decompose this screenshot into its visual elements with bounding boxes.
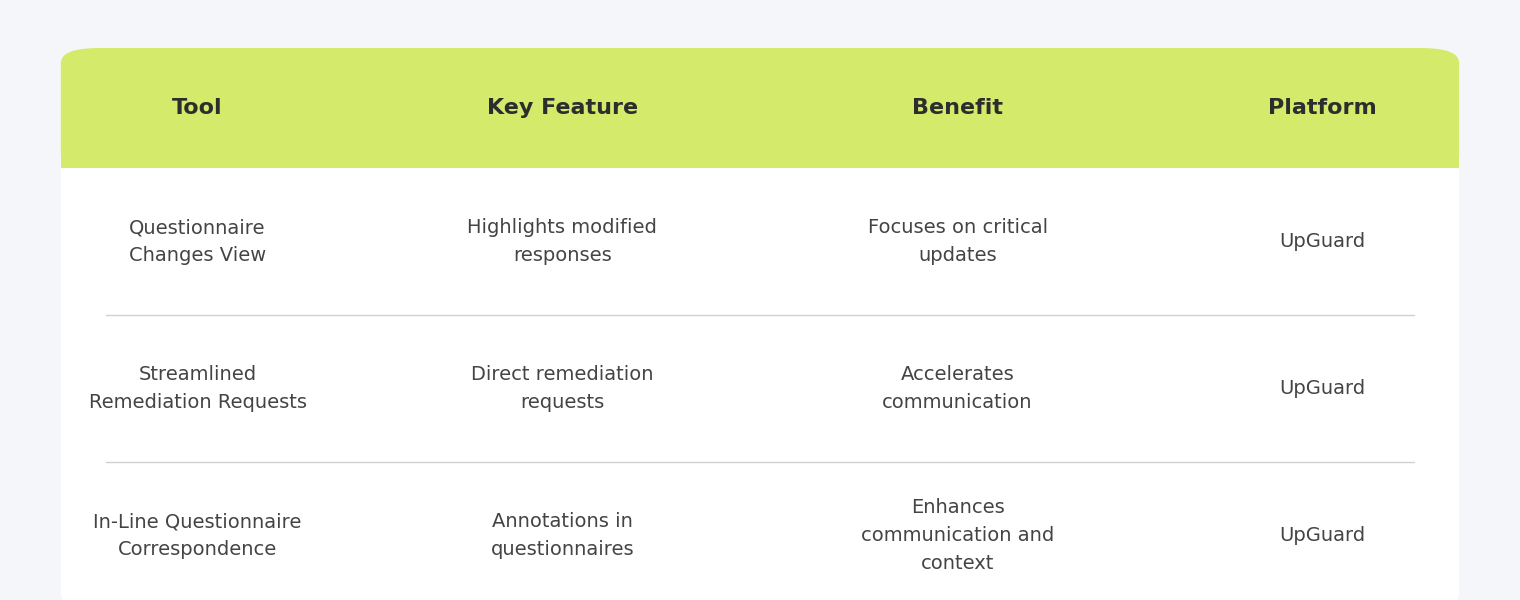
Text: Annotations in
questionnaires: Annotations in questionnaires xyxy=(491,512,634,559)
FancyBboxPatch shape xyxy=(61,48,1459,168)
Text: UpGuard: UpGuard xyxy=(1280,526,1365,545)
Text: Streamlined
Remediation Requests: Streamlined Remediation Requests xyxy=(88,365,307,412)
FancyBboxPatch shape xyxy=(61,48,1459,600)
Text: Key Feature: Key Feature xyxy=(486,98,638,118)
Text: In-Line Questionnaire
Correspondence: In-Line Questionnaire Correspondence xyxy=(93,512,302,559)
Text: Direct remediation
requests: Direct remediation requests xyxy=(471,365,654,412)
Text: Benefit: Benefit xyxy=(912,98,1003,118)
Text: UpGuard: UpGuard xyxy=(1280,232,1365,251)
Text: Accelerates
communication: Accelerates communication xyxy=(882,365,1034,412)
Text: Focuses on critical
updates: Focuses on critical updates xyxy=(868,218,1047,265)
Text: Tool: Tool xyxy=(172,98,223,118)
Bar xyxy=(61,153,1459,168)
Text: Platform: Platform xyxy=(1268,98,1377,118)
Text: Questionnaire
Changes View: Questionnaire Changes View xyxy=(129,218,266,265)
Text: UpGuard: UpGuard xyxy=(1280,379,1365,398)
Text: Enhances
communication and
context: Enhances communication and context xyxy=(860,498,1055,573)
Text: Highlights modified
responses: Highlights modified responses xyxy=(468,218,657,265)
Bar xyxy=(61,153,1459,168)
